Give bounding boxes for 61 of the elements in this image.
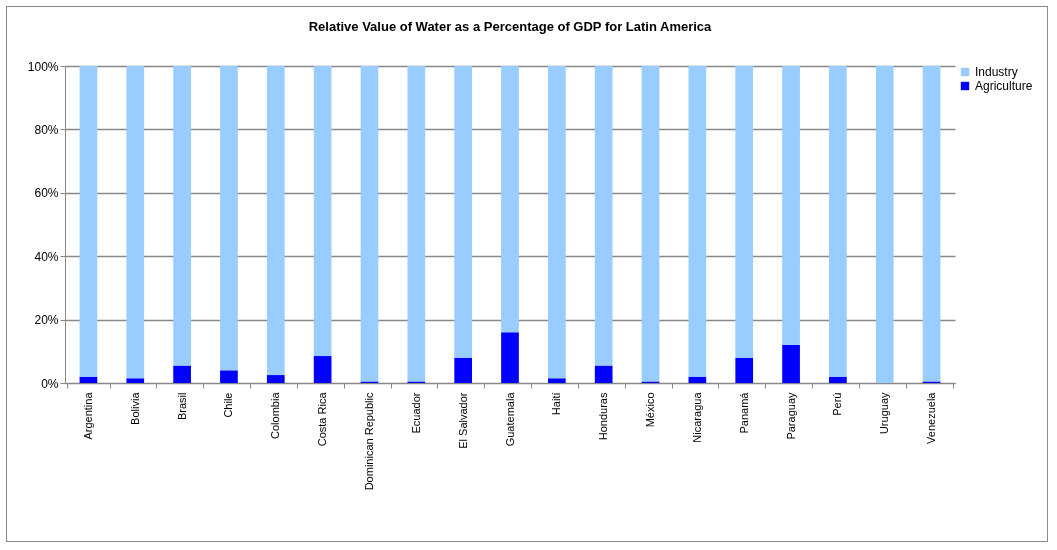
x-tick-label: Brasil xyxy=(175,392,188,421)
x-tick-label: Guatemala xyxy=(503,391,516,447)
x-tick-label: El Salvador xyxy=(456,392,469,449)
x-tick-label: México xyxy=(644,392,657,428)
x-tick-label: Argentina xyxy=(81,391,94,440)
y-tick-label: 40% xyxy=(34,249,59,264)
bar xyxy=(454,357,473,383)
y-tick-label: 100% xyxy=(27,59,59,74)
y-tick-label: 20% xyxy=(34,313,59,328)
bar xyxy=(173,365,191,383)
x-tick-label: Uruguay xyxy=(878,392,891,435)
bar xyxy=(220,370,238,383)
y-tick-label: 0% xyxy=(41,376,59,391)
x-tick-label: Honduras xyxy=(597,392,610,441)
bar xyxy=(829,376,847,383)
bar xyxy=(641,66,660,382)
y-tick-label: 60% xyxy=(34,186,59,201)
bar xyxy=(547,378,566,383)
x-tick-label: Dominican Republic xyxy=(362,392,375,491)
bar xyxy=(829,66,847,377)
x-tick-label: Costa Rica xyxy=(316,391,329,447)
x-tick-label: Paraguay xyxy=(784,392,797,440)
bar xyxy=(735,66,754,358)
bar xyxy=(79,66,98,377)
bar xyxy=(407,66,426,382)
x-tick-label: Haití xyxy=(550,392,563,416)
bar xyxy=(220,66,238,371)
bar xyxy=(313,356,332,383)
bar xyxy=(126,378,145,383)
bar xyxy=(782,344,800,383)
x-tick-label: Ecuador xyxy=(409,392,422,434)
x-tick-label: Colombia xyxy=(269,391,282,439)
bar xyxy=(501,66,519,333)
bar xyxy=(126,66,145,379)
legend-label: Industry xyxy=(975,65,1018,79)
x-tick-label: Chile xyxy=(222,392,235,418)
x-tick-label: Bolivia xyxy=(128,391,141,425)
x-tick-label: Nicaragua xyxy=(690,391,703,443)
bar xyxy=(454,66,473,358)
bar xyxy=(360,66,379,382)
x-tick-label: Venezuela xyxy=(925,391,938,444)
bar xyxy=(266,66,285,376)
bar xyxy=(173,66,191,366)
legend-label: Agriculture xyxy=(975,79,1033,93)
bar xyxy=(594,365,613,383)
bar xyxy=(922,66,941,382)
bar xyxy=(688,376,707,383)
x-tick-label: Panamá xyxy=(737,391,750,434)
bar xyxy=(313,66,332,357)
x-tick-label: Perú xyxy=(831,392,844,416)
bar xyxy=(501,332,519,383)
bar xyxy=(79,376,98,383)
bar xyxy=(594,66,613,366)
bar xyxy=(735,357,754,383)
chart-title: Relative Value of Water as a Percentage of GDP for Latin America xyxy=(308,19,713,34)
bar xyxy=(266,375,285,383)
y-tick-label: 80% xyxy=(34,122,59,137)
bar xyxy=(547,66,566,379)
bar xyxy=(782,66,800,345)
bar xyxy=(875,66,894,383)
bar xyxy=(688,66,707,377)
